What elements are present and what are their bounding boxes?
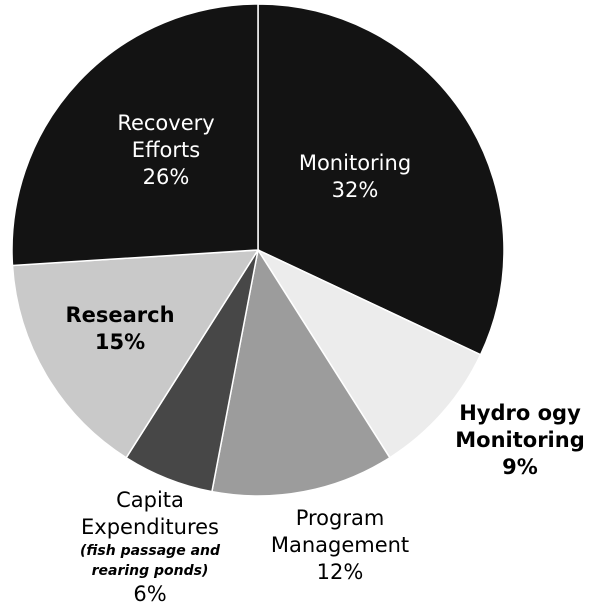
slice-label: Recovery Efforts 26% (96, 110, 236, 191)
value-label: 9% (502, 455, 538, 479)
slice-label: Hydro ogy Monitoring 9% (450, 400, 590, 481)
category-name: Research (65, 303, 175, 327)
slice-label: Research 15% (55, 302, 185, 356)
annotation: (fish passage and rearing ponds) (80, 543, 220, 579)
category-name: Hydro ogy Monitoring (455, 401, 585, 452)
value-label: 12% (316, 560, 364, 584)
pie-slice (11, 249, 260, 459)
category-name: Capita Expenditures (81, 488, 219, 539)
value-label: 6% (133, 582, 167, 606)
value-label: 15% (94, 330, 146, 354)
pie-slice (11, 3, 259, 267)
slice-label: Monitoring 32% (285, 150, 425, 204)
value-label: 26% (142, 165, 190, 189)
category-name: Monitoring (298, 151, 412, 175)
value-label: 32% (331, 178, 379, 202)
category-name: Recovery Efforts (117, 111, 215, 162)
pie-slice (255, 248, 482, 459)
category-name: Program Management (270, 506, 410, 557)
pie-slice (211, 247, 391, 497)
pie-slice (257, 3, 505, 356)
slice-label: Program Management 12% (260, 505, 420, 586)
slice-label: Capita Expenditures (fish passage and rea… (70, 487, 230, 608)
